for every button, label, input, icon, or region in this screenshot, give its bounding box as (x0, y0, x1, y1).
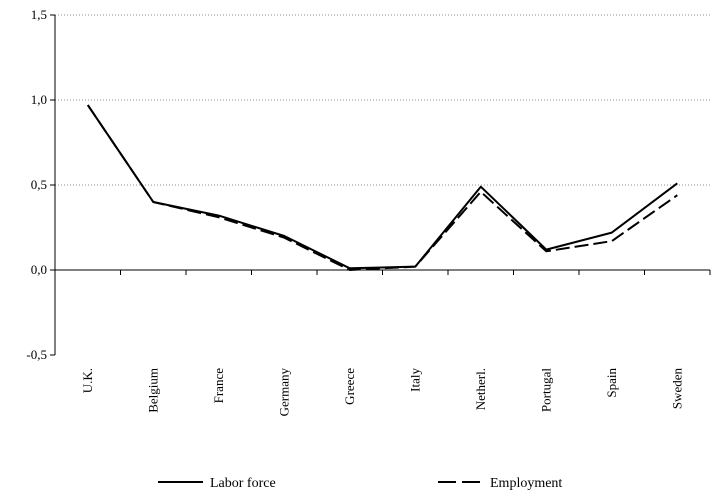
y-axis-ticks: -0,5 0,0 0,5 1,0 1,5 (26, 7, 55, 362)
x-tick-label-8: Spain (604, 368, 619, 398)
x-tick-label-2: France (211, 368, 226, 404)
y-tick-label-4: 1,5 (31, 7, 47, 22)
legend-label-employment: Employment (490, 476, 562, 491)
series-line-labor-force (86, 104, 678, 270)
series-lines (86, 104, 678, 271)
y-tick-label-1: 0,0 (31, 262, 47, 277)
legend-label-labor-force: Labor force (210, 476, 276, 491)
x-axis-ticks: U.K. Belgium France Germany Greece Italy Nethe… (54, 270, 711, 417)
x-tick-label-9: Sweden (669, 368, 684, 410)
x-tick-label-7: Portugal (538, 368, 553, 412)
x-tick-label-1: Belgium (145, 368, 160, 413)
legend: Labor force Employment (158, 476, 562, 491)
y-tick-label-3: 1,0 (31, 92, 47, 107)
x-tick-label-5: Italy (407, 368, 422, 392)
x-tick-label-0: U.K. (80, 368, 95, 393)
x-tick-label-3: Germany (276, 368, 291, 417)
x-tick-label-4: Greece (342, 368, 357, 405)
y-tick-label-0: -0,5 (26, 347, 47, 362)
x-tick-label-6: Netherl. (473, 368, 488, 410)
gridlines (55, 14, 710, 186)
y-tick-label-2: 0,5 (31, 177, 47, 192)
series-line-employment (86, 104, 678, 271)
